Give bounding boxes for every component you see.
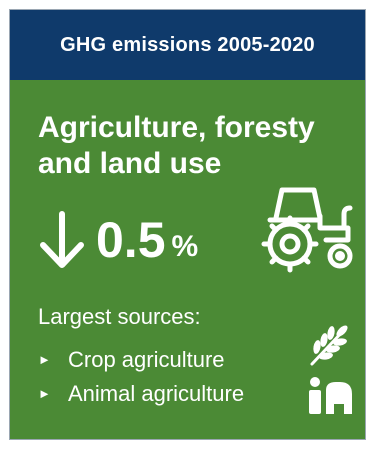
header-bar: GHG emissions 2005-2020 [10,10,365,80]
arrow-down-icon [40,211,84,268]
source-label: Crop agriculture [68,347,225,372]
change-unit: % [171,230,199,263]
list-item: ► Crop agriculture [38,346,225,374]
source-label: Animal agriculture [68,381,245,406]
sector-title-line1: Agriculture, foresty [38,111,315,144]
tractor-icon [261,187,353,273]
change-value: 0.5 [96,212,166,268]
list-item: ► Animal agriculture [38,380,244,408]
wheat-icon [310,325,348,366]
bullet-arrow-icon: ► [38,386,51,401]
sector-title: Agriculture, foresty and land use [38,110,315,182]
bullet-arrow-icon: ► [38,352,51,367]
header-title: GHG emissions 2005-2020 [60,33,315,56]
emission-change: 0.5 % [38,206,198,274]
animal-icon [309,377,352,414]
infographic-card: GHG emissions 2005-2020 Agriculture, for… [9,9,366,440]
sector-title-line2: and land use [38,147,222,180]
sources-heading: Largest sources: [38,304,201,329]
